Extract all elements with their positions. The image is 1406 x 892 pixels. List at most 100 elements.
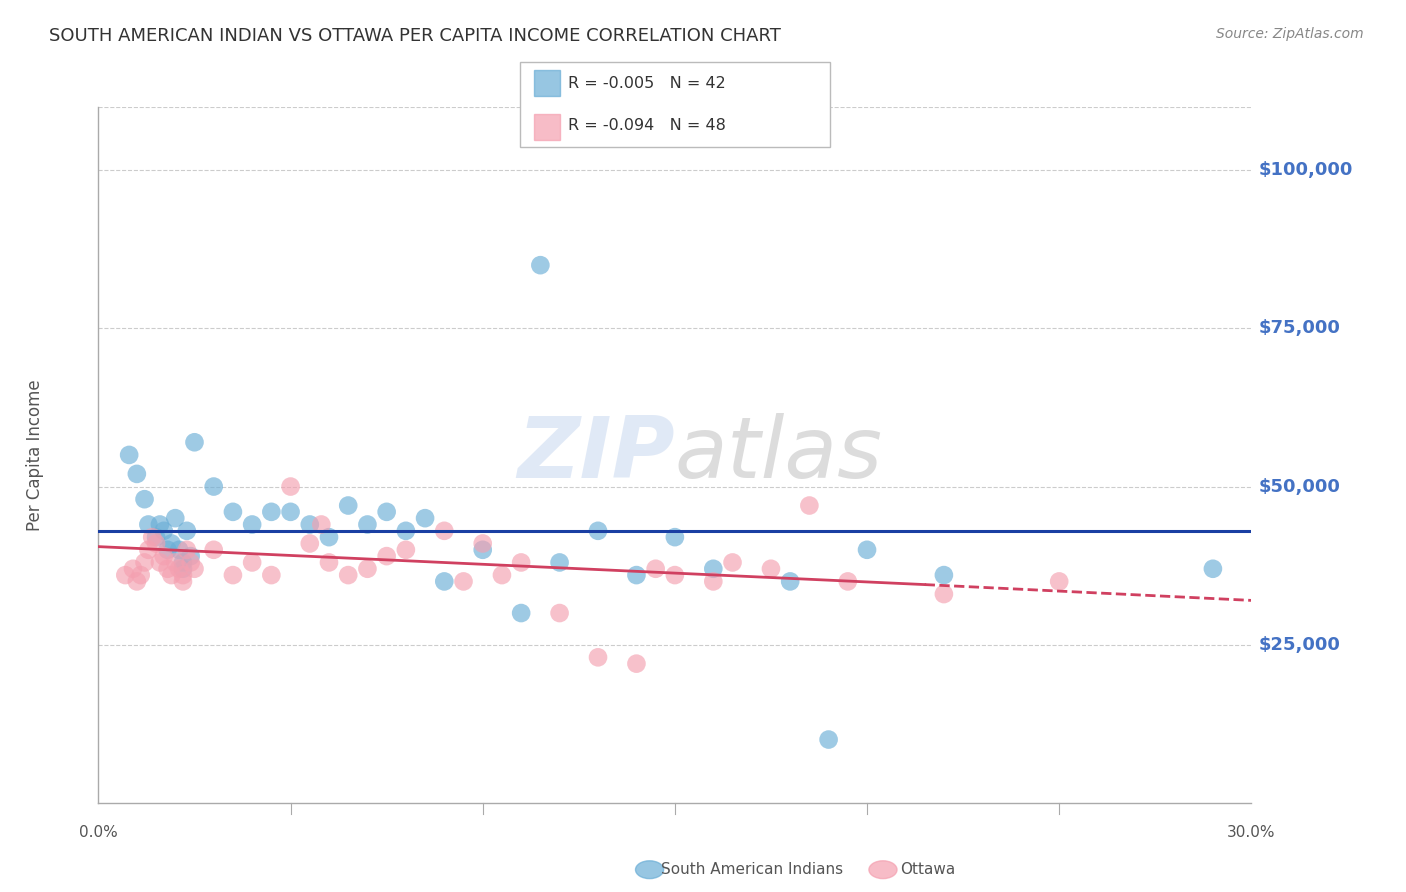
Text: Source: ZipAtlas.com: Source: ZipAtlas.com (1216, 27, 1364, 41)
Point (141, 530, 163, 544)
Point (160, 568, 183, 582)
Point (122, 562, 145, 576)
Point (183, 562, 205, 576)
Point (337, 568, 360, 582)
Text: $25,000: $25,000 (1258, 636, 1340, 654)
Point (759, 562, 782, 576)
Point (318, 556, 340, 570)
Point (548, 606, 571, 620)
Text: Ottawa: Ottawa (900, 863, 955, 877)
Point (134, 556, 156, 570)
Point (453, 574, 475, 589)
Point (375, 549, 398, 563)
Point (118, 448, 141, 462)
Point (491, 568, 513, 582)
Point (702, 574, 724, 589)
Point (356, 562, 378, 576)
Point (298, 517, 321, 532)
Point (167, 562, 190, 576)
Point (152, 524, 174, 538)
Point (222, 505, 245, 519)
Point (183, 435, 205, 450)
Point (395, 524, 418, 538)
Point (145, 530, 167, 544)
Point (856, 542, 879, 557)
Point (644, 562, 666, 576)
Point (433, 524, 456, 538)
Text: South American Indians: South American Indians (661, 863, 844, 877)
Text: 0.0%: 0.0% (79, 825, 118, 840)
Point (125, 467, 148, 481)
Point (702, 562, 724, 576)
Point (165, 511, 187, 525)
Point (149, 556, 172, 570)
Text: 30.0%: 30.0% (1227, 825, 1275, 840)
Point (156, 542, 179, 557)
Point (586, 650, 609, 665)
Point (145, 536, 167, 550)
Point (932, 587, 955, 601)
Point (626, 568, 648, 582)
Point (395, 542, 418, 557)
Point (138, 517, 160, 532)
Point (510, 606, 533, 620)
Point (471, 542, 494, 557)
Point (129, 568, 152, 582)
Text: $75,000: $75,000 (1258, 319, 1340, 337)
Point (471, 536, 494, 550)
Point (114, 568, 136, 582)
Point (240, 517, 263, 532)
Point (172, 562, 194, 576)
Point (626, 657, 648, 671)
Point (172, 556, 194, 570)
Text: atlas: atlas (675, 413, 883, 497)
Point (413, 511, 436, 525)
Point (138, 542, 160, 557)
Point (202, 479, 225, 493)
Point (172, 574, 194, 589)
Point (156, 562, 179, 576)
Point (375, 505, 398, 519)
Text: R = -0.005   N = 42: R = -0.005 N = 42 (568, 76, 725, 91)
Text: $100,000: $100,000 (1258, 161, 1353, 179)
Point (180, 556, 202, 570)
Point (586, 524, 609, 538)
Text: Per Capita Income: Per Capita Income (27, 379, 44, 531)
Point (664, 530, 686, 544)
Point (311, 517, 333, 532)
Point (160, 536, 183, 550)
Point (165, 556, 187, 570)
Point (356, 517, 378, 532)
Point (548, 556, 571, 570)
Text: $50,000: $50,000 (1258, 477, 1340, 496)
Point (202, 542, 225, 557)
Point (932, 568, 955, 582)
Point (721, 556, 744, 570)
Point (779, 574, 801, 589)
Point (298, 536, 321, 550)
Point (260, 568, 283, 582)
Point (176, 524, 198, 538)
Point (817, 732, 839, 747)
Text: R = -0.094   N = 48: R = -0.094 N = 48 (568, 119, 725, 134)
Point (125, 574, 148, 589)
Point (149, 517, 172, 532)
Text: ZIP: ZIP (517, 413, 675, 497)
Point (337, 499, 360, 513)
Point (167, 542, 190, 557)
Point (280, 505, 302, 519)
Point (172, 568, 194, 582)
Point (260, 505, 283, 519)
Point (837, 574, 859, 589)
Point (180, 549, 202, 563)
Point (664, 568, 686, 582)
Point (529, 258, 551, 272)
Point (433, 574, 456, 589)
Point (1202, 562, 1225, 576)
Point (318, 530, 340, 544)
Point (152, 549, 174, 563)
Point (134, 492, 156, 507)
Point (1047, 574, 1070, 589)
Point (222, 568, 245, 582)
Point (799, 499, 821, 513)
